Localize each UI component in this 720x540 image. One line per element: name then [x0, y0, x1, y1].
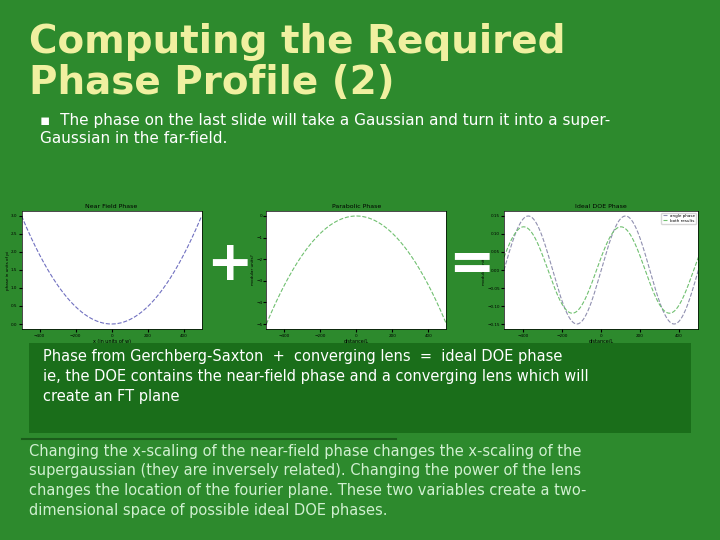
angle phase	[572, 321, 581, 327]
both results	[519, 224, 528, 230]
Title: Parabolic Phase: Parabolic Phase	[332, 204, 381, 209]
angle phase	[619, 213, 628, 220]
both results	[665, 310, 673, 316]
both results	[616, 224, 625, 230]
X-axis label: distance/L: distance/L	[589, 339, 613, 344]
angle phase	[621, 213, 630, 219]
angle phase	[616, 215, 625, 222]
Title: Near Field Phase: Near Field Phase	[86, 204, 138, 209]
Line: angle phase: angle phase	[504, 216, 698, 324]
both results	[568, 310, 577, 316]
angle phase	[616, 217, 624, 223]
Text: ▪  The phase on the last slide will take a Gaussian and turn it into a super-
Ga: ▪ The phase on the last slide will take …	[40, 113, 610, 146]
angle phase	[694, 267, 703, 273]
FancyBboxPatch shape	[29, 343, 691, 433]
both results	[617, 224, 626, 230]
Y-axis label: modular units?: modular units?	[482, 254, 486, 286]
Legend: angle phase, both results: angle phase, both results	[661, 213, 696, 224]
both results	[500, 252, 509, 259]
Text: +: +	[206, 238, 252, 292]
Text: Computing the Required
Phase Profile (2): Computing the Required Phase Profile (2)	[29, 23, 565, 102]
Y-axis label: modular units?: modular units?	[251, 254, 255, 286]
X-axis label: distance/L: distance/L	[344, 339, 369, 344]
Text: Changing the x-scaling of the near-field phase changes the x-scaling of the
supe: Changing the x-scaling of the near-field…	[29, 443, 586, 518]
both results	[694, 254, 703, 260]
Y-axis label: phase in units of pi: phase in units of pi	[6, 251, 9, 289]
angle phase	[500, 265, 509, 271]
both results	[500, 254, 508, 260]
both results	[620, 225, 629, 231]
angle phase	[500, 267, 508, 273]
Line: both results: both results	[504, 227, 698, 313]
Title: Ideal DOE Phase: Ideal DOE Phase	[575, 204, 627, 209]
angle phase	[678, 315, 686, 321]
both results	[678, 298, 686, 304]
X-axis label: x (in units of w): x (in units of w)	[93, 339, 130, 344]
angle phase	[665, 318, 673, 325]
Text: =: =	[449, 238, 495, 292]
Text: Phase from Gerchberg-Saxton  +  converging lens  =  ideal DOE phase
ie, the DOE : Phase from Gerchberg-Saxton + converging…	[43, 349, 589, 404]
